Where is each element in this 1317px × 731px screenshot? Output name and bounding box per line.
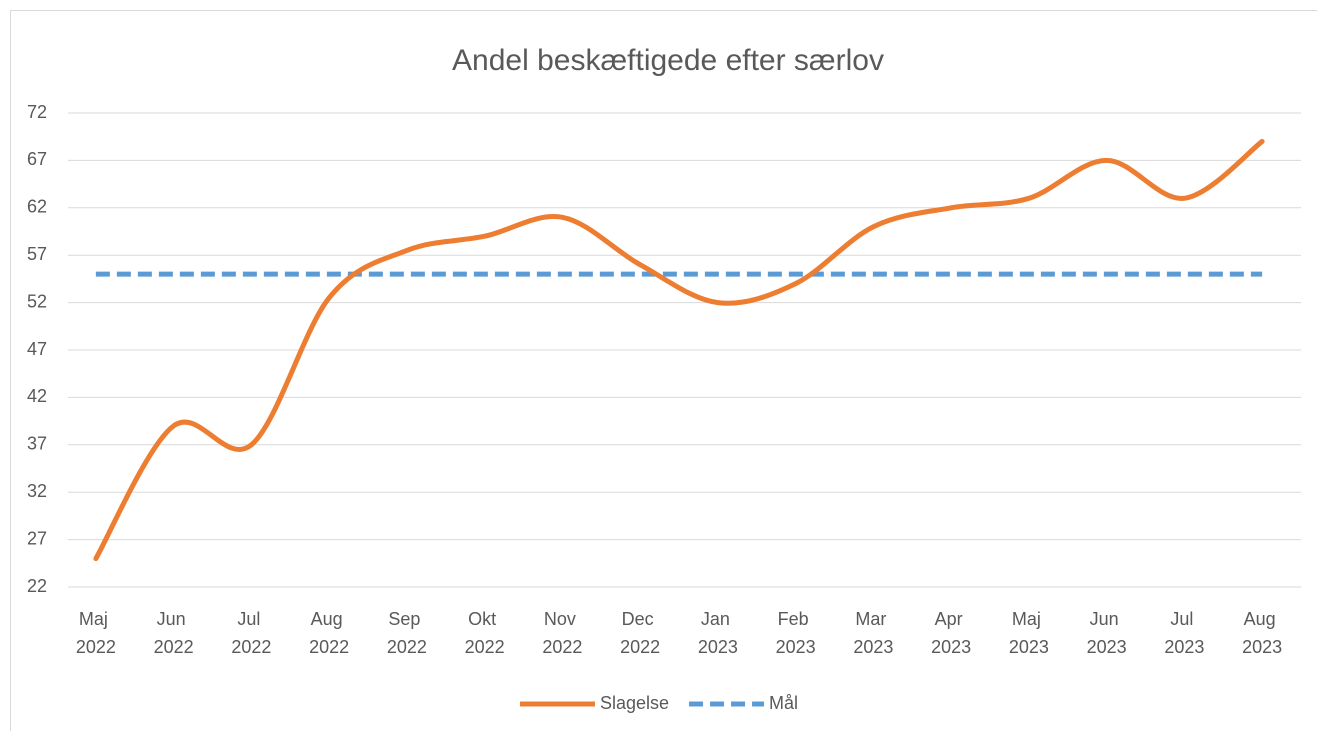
x-tick-label: Jul 2023 <box>1164 609 1204 657</box>
x-tick-label: Okt 2022 <box>465 609 505 657</box>
y-tick-label: 57 <box>27 244 47 264</box>
x-tick-label: Aug 2023 <box>1242 609 1282 657</box>
y-tick-label: 42 <box>27 386 47 406</box>
x-tick-label: Jul 2022 <box>231 609 271 657</box>
chart-title: Andel beskæftigede efter særlov <box>452 44 884 77</box>
y-tick-label: 32 <box>27 481 47 501</box>
y-tick-label: 72 <box>27 102 47 122</box>
y-tick-label: 67 <box>27 149 47 169</box>
y-tick-label: 27 <box>27 528 47 548</box>
x-tick-label: Mar 2023 <box>853 609 893 657</box>
x-tick-label: Aug 2022 <box>309 609 349 657</box>
x-tick-label: Jan 2023 <box>698 609 738 657</box>
series-line <box>93 138 1265 562</box>
x-tick-label: Feb 2023 <box>776 609 816 657</box>
y-tick-label: 47 <box>27 339 47 359</box>
x-tick-label: Dec 2022 <box>620 609 660 657</box>
legend-label: Mål <box>769 693 798 713</box>
x-tick-label: Apr 2023 <box>931 609 971 657</box>
y-tick-label: 52 <box>27 291 47 311</box>
x-tick-label: Sep 2022 <box>387 609 427 657</box>
x-tick-label: Maj 2022 <box>76 609 116 657</box>
y-tick-label: 37 <box>27 434 47 454</box>
legend-label: Slagelse <box>600 693 669 713</box>
x-tick-label: Nov 2022 <box>542 609 582 657</box>
y-tick-label: 62 <box>27 197 47 217</box>
y-tick-label: 22 <box>27 576 47 596</box>
x-tick-label: Jun 2022 <box>154 609 194 657</box>
x-tick-label: Jun 2023 <box>1087 609 1127 657</box>
chart-border <box>10 10 1317 731</box>
x-tick-label: Maj 2023 <box>1009 609 1049 657</box>
